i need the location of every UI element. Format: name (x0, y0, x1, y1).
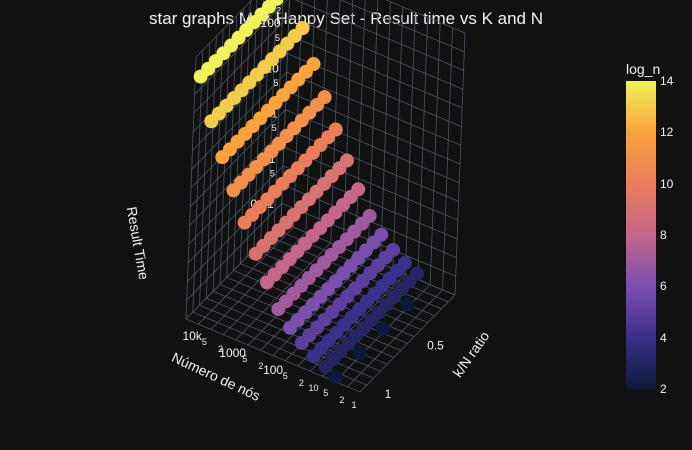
x-axis-label: Número de nós (169, 349, 263, 404)
colorbar-title: log_n (626, 61, 661, 77)
grid-line (288, 15, 464, 90)
grid-line (194, 0, 288, 95)
data-point[interactable] (215, 150, 230, 165)
x-tick-8: 5 (242, 354, 247, 364)
x-tick-1: 2 (339, 395, 344, 405)
colorbar-tick-6: 6 (660, 279, 667, 294)
data-point[interactable] (376, 321, 391, 336)
grid-line (193, 15, 290, 114)
grid-line (330, 0, 341, 243)
data-point[interactable] (306, 349, 321, 364)
y-tick-1: 1 (385, 387, 392, 401)
colorbar (626, 81, 656, 389)
data-point[interactable] (400, 297, 415, 312)
x-tick-12: 10k (182, 329, 202, 343)
data-point[interactable] (260, 275, 275, 290)
x-tick-3: 10 (309, 383, 319, 393)
colorbar-tick-10: 10 (660, 176, 674, 191)
grid-line (192, 53, 288, 151)
y-axis-label: k/N ratio (449, 328, 492, 380)
grid-line (294, 0, 464, 71)
grid-line (293, 0, 303, 228)
data-point[interactable] (226, 183, 241, 198)
data-points (193, 0, 424, 385)
x-tick-5: 5 (283, 371, 288, 381)
x-tick-2: 5 (323, 388, 328, 398)
z-tick-2: 5 (270, 168, 275, 178)
y-tick-0: 0.5 (427, 339, 444, 353)
grid-line (286, 71, 461, 146)
grid-line (339, 0, 465, 53)
data-point[interactable] (328, 370, 343, 385)
data-point[interactable] (248, 246, 263, 261)
x-tick-4: 2 (299, 378, 304, 388)
scene-grid (185, 0, 466, 393)
z-axis-label: Result Time (124, 205, 153, 281)
data-point[interactable] (237, 215, 252, 230)
x-tick-7: 2 (258, 361, 263, 371)
grid-line (195, 0, 253, 58)
grid-line (305, 0, 316, 233)
z-tick-13: 2 (276, 6, 281, 16)
grid-line (287, 34, 463, 109)
data-point[interactable] (283, 320, 298, 335)
grid-line (198, 226, 294, 325)
z-tick-5: 5 (272, 123, 277, 133)
grid-line (355, 0, 366, 254)
data-point[interactable] (193, 69, 208, 84)
grid-line (191, 72, 288, 170)
data-point[interactable] (271, 302, 286, 317)
x-tick-0: 1 (351, 400, 356, 410)
z-tick-6: 1 (272, 110, 277, 120)
grid-line (235, 242, 332, 341)
x-tick-6: 100 (263, 363, 283, 377)
grid-line (385, 0, 466, 34)
colorbar-tick-8: 8 (660, 228, 667, 242)
data-point[interactable] (204, 114, 219, 129)
data-point[interactable] (294, 335, 309, 350)
data-point[interactable] (318, 359, 333, 374)
colorbar-tick-2: 2 (660, 382, 667, 396)
x-tick-9: 1000 (219, 346, 246, 360)
colorbar-tick-12: 12 (660, 125, 674, 140)
x-tick-10: 2 (218, 344, 223, 354)
grid-line (210, 232, 307, 330)
z-tick-11: 5 (275, 33, 280, 43)
colorbar-tick-14: 14 (660, 74, 674, 88)
z-tick-8: 5 (273, 78, 278, 88)
colorbar-tick-4: 4 (660, 330, 667, 345)
x-tick-11: 5 (202, 337, 207, 347)
data-point[interactable] (352, 346, 367, 361)
